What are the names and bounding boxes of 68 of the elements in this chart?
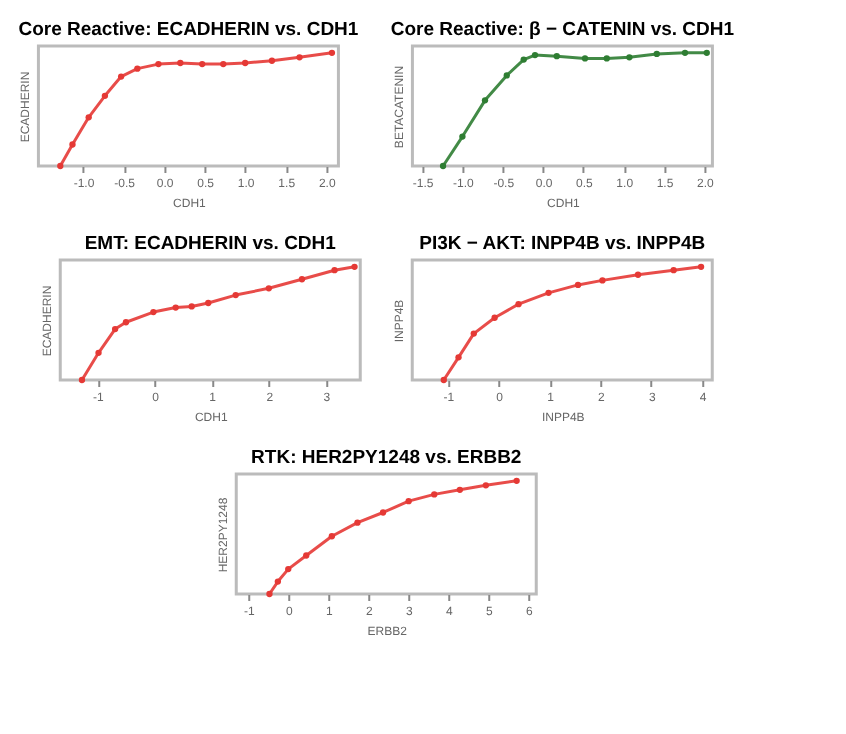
- point: [101, 92, 109, 99]
- point: [111, 325, 119, 333]
- point: [298, 276, 306, 283]
- point: [545, 289, 552, 296]
- point: [603, 55, 610, 62]
- point: [681, 49, 689, 56]
- point: [482, 482, 490, 489]
- point: [697, 263, 705, 270]
- point: [296, 54, 303, 61]
- point: [331, 267, 338, 274]
- point: [285, 565, 292, 573]
- point: [470, 330, 477, 337]
- point: [265, 285, 272, 292]
- point: [439, 162, 447, 170]
- point: [481, 97, 489, 104]
- point: [491, 314, 498, 321]
- point: [515, 301, 522, 308]
- point: [150, 308, 157, 316]
- point: [274, 578, 282, 585]
- point: [634, 271, 642, 278]
- point: [328, 533, 336, 540]
- point: [177, 59, 184, 67]
- point: [670, 267, 677, 274]
- chart-title: RTK: HER2PY1248 vs. ERBB2: [251, 447, 522, 469]
- point: [172, 304, 179, 311]
- point: [513, 477, 520, 484]
- point: [188, 303, 195, 310]
- point: [242, 59, 249, 67]
- point: [122, 319, 130, 326]
- point: [303, 552, 310, 559]
- point: [205, 299, 212, 307]
- point: [379, 509, 387, 516]
- point: [85, 114, 92, 121]
- point: [599, 277, 606, 284]
- point: [351, 263, 358, 270]
- point: [95, 349, 102, 356]
- point: [78, 376, 86, 384]
- point: [456, 486, 464, 493]
- point: [553, 53, 560, 60]
- point: [354, 519, 361, 526]
- point: [266, 590, 273, 598]
- point: [117, 73, 125, 80]
- point: [459, 133, 466, 140]
- point: [199, 60, 206, 68]
- point: [328, 49, 336, 56]
- point: [440, 376, 447, 384]
- point: [431, 491, 438, 498]
- point: [455, 354, 462, 361]
- chart-title: EMT: ECADHERIN vs. CDH1: [84, 233, 338, 255]
- point: [69, 141, 76, 148]
- point: [134, 65, 141, 72]
- chart-title: PI3K − AKT: INPP4B vs. INPP4B: [419, 233, 706, 255]
- point: [574, 281, 582, 289]
- point: [653, 50, 660, 58]
- point: [220, 60, 227, 68]
- point: [405, 498, 412, 505]
- point: [155, 60, 162, 68]
- point: [626, 54, 633, 61]
- point: [503, 72, 510, 79]
- chart-title: Core Reactive: β − CATENIN vs. CDH1: [390, 19, 736, 41]
- point: [520, 56, 527, 63]
- point: [531, 51, 539, 59]
- point: [703, 49, 710, 56]
- point: [57, 162, 64, 170]
- chart-title: Core Reactive: ECADHERIN vs. CDH1: [18, 19, 360, 41]
- point: [581, 55, 589, 62]
- point: [232, 291, 239, 299]
- point: [268, 57, 276, 64]
